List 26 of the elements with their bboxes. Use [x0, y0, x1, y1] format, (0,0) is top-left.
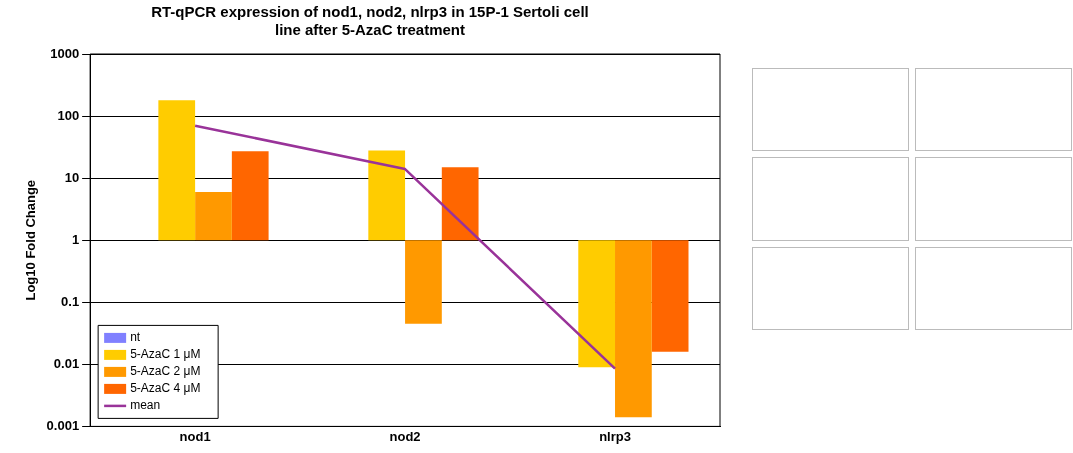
- y-tick-label: 0.1: [61, 293, 80, 309]
- legend-label: 5-AzaC 2 μM: [130, 364, 201, 379]
- legend-label: 5-AzaC 1 μM: [130, 347, 201, 362]
- x-tick-label: nlrp3: [599, 428, 631, 444]
- x-tick-label: nod1: [179, 428, 211, 444]
- x-tick-label: nod2: [389, 428, 421, 444]
- bar: [651, 240, 689, 352]
- y-tick-label: 0.001: [46, 417, 80, 433]
- bar: [368, 150, 406, 241]
- y-tick-label: 1: [71, 231, 80, 247]
- legend-label: nt: [130, 330, 141, 345]
- chart-title: RT-qPCR expression of nod1, nod2, nlrp3 in 15P-1 Sertoli cell line after 5-AzaC treatment: [151, 3, 589, 39]
- y-tick-label: 0.01: [53, 355, 80, 371]
- y-tick-label: 10: [64, 169, 80, 185]
- y-axis-title: Log10 Fold Change: [23, 179, 39, 301]
- bar: [231, 151, 269, 241]
- y-tick-label: 100: [57, 107, 80, 123]
- y-tick-label: 1000: [50, 45, 80, 61]
- bar: [615, 240, 652, 418]
- bar: [195, 191, 232, 241]
- bar: [158, 100, 196, 241]
- bar: [578, 240, 616, 368]
- legend-label: 5-AzaC 4 μM: [130, 381, 201, 396]
- bar: [441, 167, 479, 241]
- bar: [405, 240, 442, 324]
- legend-label: mean: [130, 398, 161, 413]
